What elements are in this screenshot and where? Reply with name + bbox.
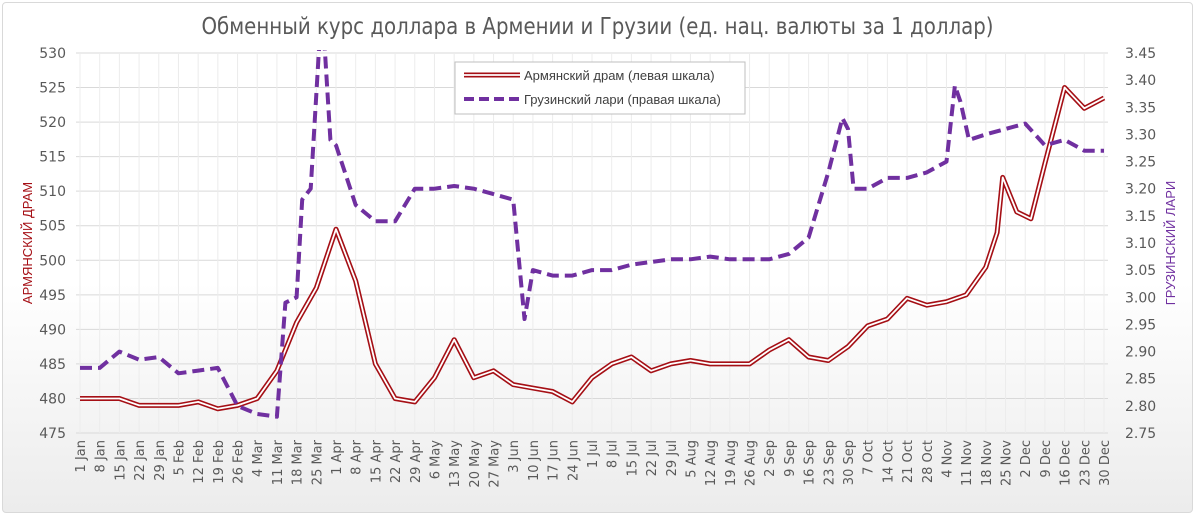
x-tick-label: 4 Nov: [940, 440, 955, 478]
x-tick-label: 9 Sep: [783, 440, 798, 477]
y-right-tick-label: 3.30: [1125, 127, 1156, 143]
x-tick-label: 29 Jan: [153, 440, 168, 481]
legend-label-lari: Грузинский лари (правая шкала): [524, 92, 721, 107]
x-tick-label: 26 Aug: [744, 440, 759, 486]
x-tick-label: 1 Jan: [74, 440, 89, 472]
y-right-tick-label: 3.10: [1125, 236, 1156, 252]
x-tick-label: 2 Sep: [763, 440, 778, 477]
y-left-tick-label: 475: [39, 426, 66, 442]
y-axis-right-title: ГРУЗИНСКИЙ ЛАРИ: [1163, 181, 1178, 305]
x-tick-label: 8 Jul: [606, 440, 621, 468]
y-left-tick-label: 505: [39, 219, 66, 235]
x-tick-label: 11 Nov: [960, 440, 975, 486]
x-tick-label: 11 Mar: [271, 439, 286, 485]
x-tick-label: 18 Nov: [980, 440, 995, 486]
x-tick-label: 28 Oct: [921, 440, 936, 483]
x-tick-label: 16 Dec: [1059, 440, 1074, 486]
legend-label-dram: Армянский драм (левая шкала): [524, 68, 715, 83]
x-tick-label: 4 Mar: [251, 439, 266, 477]
y-left-tick-label: 480: [39, 391, 66, 407]
y-left-tick-label: 495: [39, 288, 66, 304]
x-tick-label: 30 Dec: [1098, 440, 1113, 486]
x-tick-label: 9 Dec: [1039, 440, 1054, 478]
x-tick-label: 12 Feb: [192, 440, 207, 484]
y-right-tick-label: 3.15: [1125, 209, 1156, 225]
x-tick-label: 29 Apr: [409, 439, 424, 483]
x-tick-label: 30 Sep: [842, 440, 857, 485]
y-left-tick-label: 525: [39, 81, 66, 97]
x-tick-label: 15 Jul: [625, 440, 640, 476]
y-right-tick-label: 3.40: [1125, 73, 1156, 89]
x-tick-label: 5 Aug: [684, 440, 699, 478]
y-left-tick-label: 530: [39, 46, 66, 62]
x-tick-label: 21 Oct: [901, 440, 916, 483]
x-tick-label: 7 Oct: [862, 440, 877, 475]
y-left-tick-label: 485: [39, 357, 66, 373]
x-tick-label: 24 Jun: [566, 440, 581, 481]
x-tick-label: 15 Jan: [113, 440, 128, 481]
x-tick-label: 19 Aug: [724, 440, 739, 486]
x-tick-label: 12 Aug: [704, 440, 719, 486]
x-tick-label: 6 May: [428, 440, 443, 480]
y-right-tick-label: 3.00: [1125, 290, 1156, 306]
x-tick-label: 16 Sep: [803, 440, 818, 485]
y-left-tick-label: 510: [39, 184, 66, 200]
y-axis-left-title: АРМЯНСКИЙ ДРАМ: [20, 182, 35, 304]
y-left-tick-label: 520: [39, 115, 66, 131]
x-tick-label: 22 Jan: [133, 440, 148, 481]
x-tick-label: 18 Mar: [291, 439, 306, 485]
x-tick-label: 14 Oct: [881, 440, 896, 483]
x-tick-label: 20 May: [468, 440, 483, 488]
x-tick-label: 29 Jul: [665, 440, 680, 476]
y-right-tick-label: 2.85: [1125, 372, 1156, 388]
y-right-tick-label: 3.20: [1125, 182, 1156, 198]
x-tick-label: 17 Jun: [547, 440, 562, 481]
x-tick-label: 2 Dec: [1019, 440, 1034, 478]
y-left-tick-label: 500: [39, 253, 66, 269]
x-tick-label: 19 Feb: [212, 440, 227, 484]
x-tick-label: 23 Dec: [1078, 440, 1093, 486]
x-tick-label: 23 Sep: [822, 440, 837, 485]
x-tick-label: 22 Jul: [645, 440, 660, 476]
x-tick-label: 8 Jan: [94, 440, 109, 472]
x-tick-label: 25 Nov: [1000, 440, 1015, 486]
x-tick-label: 1 Apr: [330, 439, 345, 475]
x-tick-label: 3 Jun: [507, 440, 522, 473]
y-right-tick-label: 2.80: [1125, 399, 1156, 415]
y-right-tick-label: 3.35: [1125, 100, 1156, 116]
x-tick-label: 8 Apr: [350, 439, 365, 475]
x-tick-label: 10 Jun: [527, 440, 542, 481]
y-right-tick-label: 3.25: [1125, 155, 1156, 171]
y-left-tick-label: 515: [39, 150, 66, 166]
x-tick-label: 26 Feb: [232, 440, 247, 484]
y-right-tick-label: 2.95: [1125, 317, 1156, 333]
y-right-tick-label: 2.75: [1125, 426, 1156, 442]
y-left-tick-label: 490: [39, 322, 66, 338]
y-right-tick-label: 3.45: [1125, 46, 1156, 62]
series-line-dram-inner: [80, 86, 1105, 410]
x-tick-label: 13 May: [448, 440, 463, 488]
x-tick-label: 25 Mar: [310, 439, 325, 485]
x-tick-label: 15 Apr: [369, 439, 384, 483]
chart-title: Обменный курс доллара в Армении и Грузии…: [201, 14, 994, 40]
series-line-lari: [80, 50, 1104, 419]
y-right-tick-label: 3.05: [1125, 263, 1156, 279]
legend: Армянский драм (левая шкала) Грузинский …: [454, 61, 746, 115]
x-tick-label: 22 Apr: [389, 439, 404, 483]
y-right-tick-label: 2.90: [1125, 345, 1156, 361]
x-tick-label: 1 Jul: [586, 440, 601, 468]
x-tick-label: 5 Feb: [172, 440, 187, 475]
x-tick-label: 27 May: [488, 440, 503, 488]
